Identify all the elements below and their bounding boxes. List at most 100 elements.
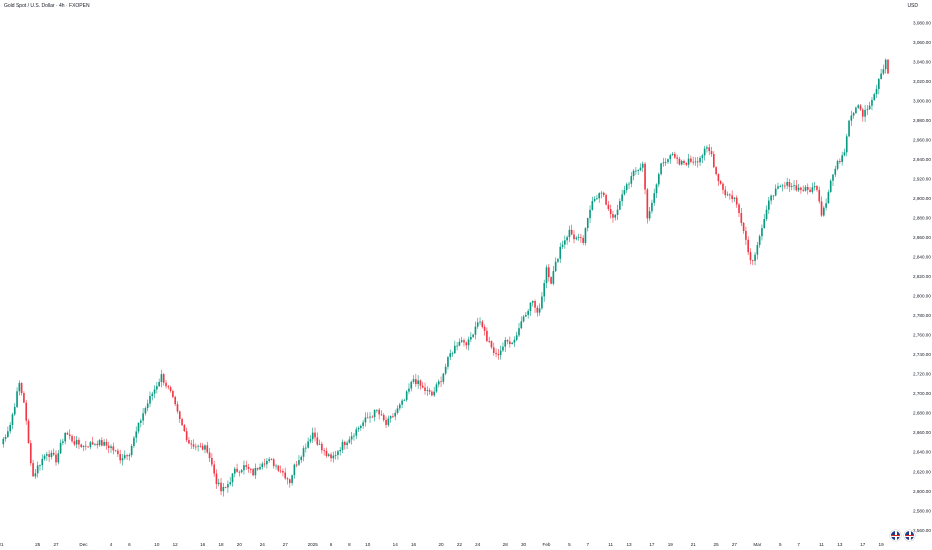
candle-body xyxy=(181,419,183,426)
candle-body xyxy=(676,157,678,159)
time-tick-label: 13 xyxy=(837,542,843,547)
candle-body xyxy=(580,237,582,238)
candle-body xyxy=(396,408,399,413)
candle-body xyxy=(27,420,30,444)
candle-body xyxy=(2,438,5,445)
candle-body xyxy=(566,237,568,241)
candle-body xyxy=(712,154,715,168)
candle-body xyxy=(146,403,149,409)
candle-body xyxy=(261,463,264,468)
candle-body xyxy=(107,445,110,449)
candle-body xyxy=(153,389,156,394)
candle-body xyxy=(376,409,378,411)
price-tick-label: 2,700.00 xyxy=(913,391,931,396)
candle-body xyxy=(392,416,394,417)
candle-body xyxy=(834,168,837,175)
candle-body xyxy=(678,158,681,165)
candle-body xyxy=(96,443,99,446)
candle-body xyxy=(270,459,273,460)
candle-body xyxy=(114,450,117,452)
candle-body xyxy=(327,454,330,456)
price-tick-label: 2,560.00 xyxy=(913,528,931,533)
candle-body xyxy=(717,174,720,182)
candle-body xyxy=(318,443,321,445)
candle-body xyxy=(224,486,227,488)
candle-body xyxy=(410,381,413,389)
candle-body xyxy=(204,445,206,450)
candle-body xyxy=(167,386,170,388)
candle-body xyxy=(78,439,80,445)
candle-body xyxy=(185,431,188,441)
price-tick-label: 3,080.00 xyxy=(913,20,931,25)
candle-body xyxy=(724,189,727,196)
candle-body xyxy=(128,455,131,457)
candle-body xyxy=(412,379,415,382)
time-tick-label: 5 xyxy=(568,542,571,547)
candle-body xyxy=(142,413,144,421)
candle-body xyxy=(25,402,28,421)
price-axis: 2,560.00 2,580.00 2,600.00 2,620.00 2,640.00… xyxy=(913,20,931,532)
time-tick-label: 17 xyxy=(860,542,866,547)
candle-body xyxy=(596,198,598,200)
candle-body xyxy=(355,429,358,436)
candle-body xyxy=(701,155,704,158)
candle-body xyxy=(822,207,825,216)
price-tick-label: 2,760.00 xyxy=(913,333,931,338)
time-tick-label: 13 xyxy=(626,542,632,547)
candle-body xyxy=(16,391,18,408)
time-tick-label: 10 xyxy=(154,542,160,547)
candle-body xyxy=(479,321,481,323)
candle-body xyxy=(781,185,784,187)
candle-body xyxy=(751,260,754,261)
candle-body xyxy=(715,167,717,175)
candle-body xyxy=(788,182,791,187)
candle-body xyxy=(135,431,138,438)
candle-body xyxy=(268,459,270,461)
candle-body xyxy=(300,456,303,461)
candle-body xyxy=(680,160,683,165)
candle-body xyxy=(66,432,69,435)
candle-body xyxy=(806,186,809,190)
candle-body xyxy=(247,466,250,469)
price-tick-label: 2,740.00 xyxy=(913,352,931,357)
candle-body xyxy=(431,391,433,396)
us-flag-icon[interactable] xyxy=(904,530,915,541)
candle-body xyxy=(323,450,325,452)
candle-body xyxy=(419,380,422,386)
candle-body xyxy=(254,467,257,476)
candle-body xyxy=(547,267,550,278)
candle-body xyxy=(71,436,73,442)
candle-body xyxy=(829,180,832,193)
candle-body xyxy=(405,391,408,400)
candle-body xyxy=(845,136,848,153)
candle-body xyxy=(470,336,472,340)
candle-body xyxy=(651,202,653,212)
candle-body xyxy=(64,432,67,442)
price-tick-label: 2,860.00 xyxy=(913,235,931,240)
candle-body xyxy=(625,184,628,191)
us-flag-icon[interactable] xyxy=(890,530,901,541)
candle-body xyxy=(635,170,637,172)
candle-body xyxy=(29,443,32,464)
candle-body xyxy=(660,163,662,175)
candle-body xyxy=(208,452,211,459)
time-tick-label: 19 xyxy=(879,542,885,547)
candle-body xyxy=(332,455,335,459)
price-tick-label: 2,640.00 xyxy=(913,450,931,455)
candle-body xyxy=(529,302,532,312)
candle-body xyxy=(282,471,284,473)
candle-body xyxy=(855,107,857,114)
candle-body xyxy=(272,459,275,467)
candle-body xyxy=(646,189,649,219)
candle-body xyxy=(52,452,55,455)
candle-body xyxy=(811,187,814,192)
time-tick-label: 27 xyxy=(732,542,738,547)
candle-body xyxy=(41,458,44,466)
candle-body xyxy=(20,383,23,394)
candle-body xyxy=(7,431,9,438)
price-tick-label: 2,840.00 xyxy=(913,255,931,260)
candle-body xyxy=(316,437,319,445)
candle-body xyxy=(401,400,403,405)
candle-body xyxy=(527,311,529,315)
